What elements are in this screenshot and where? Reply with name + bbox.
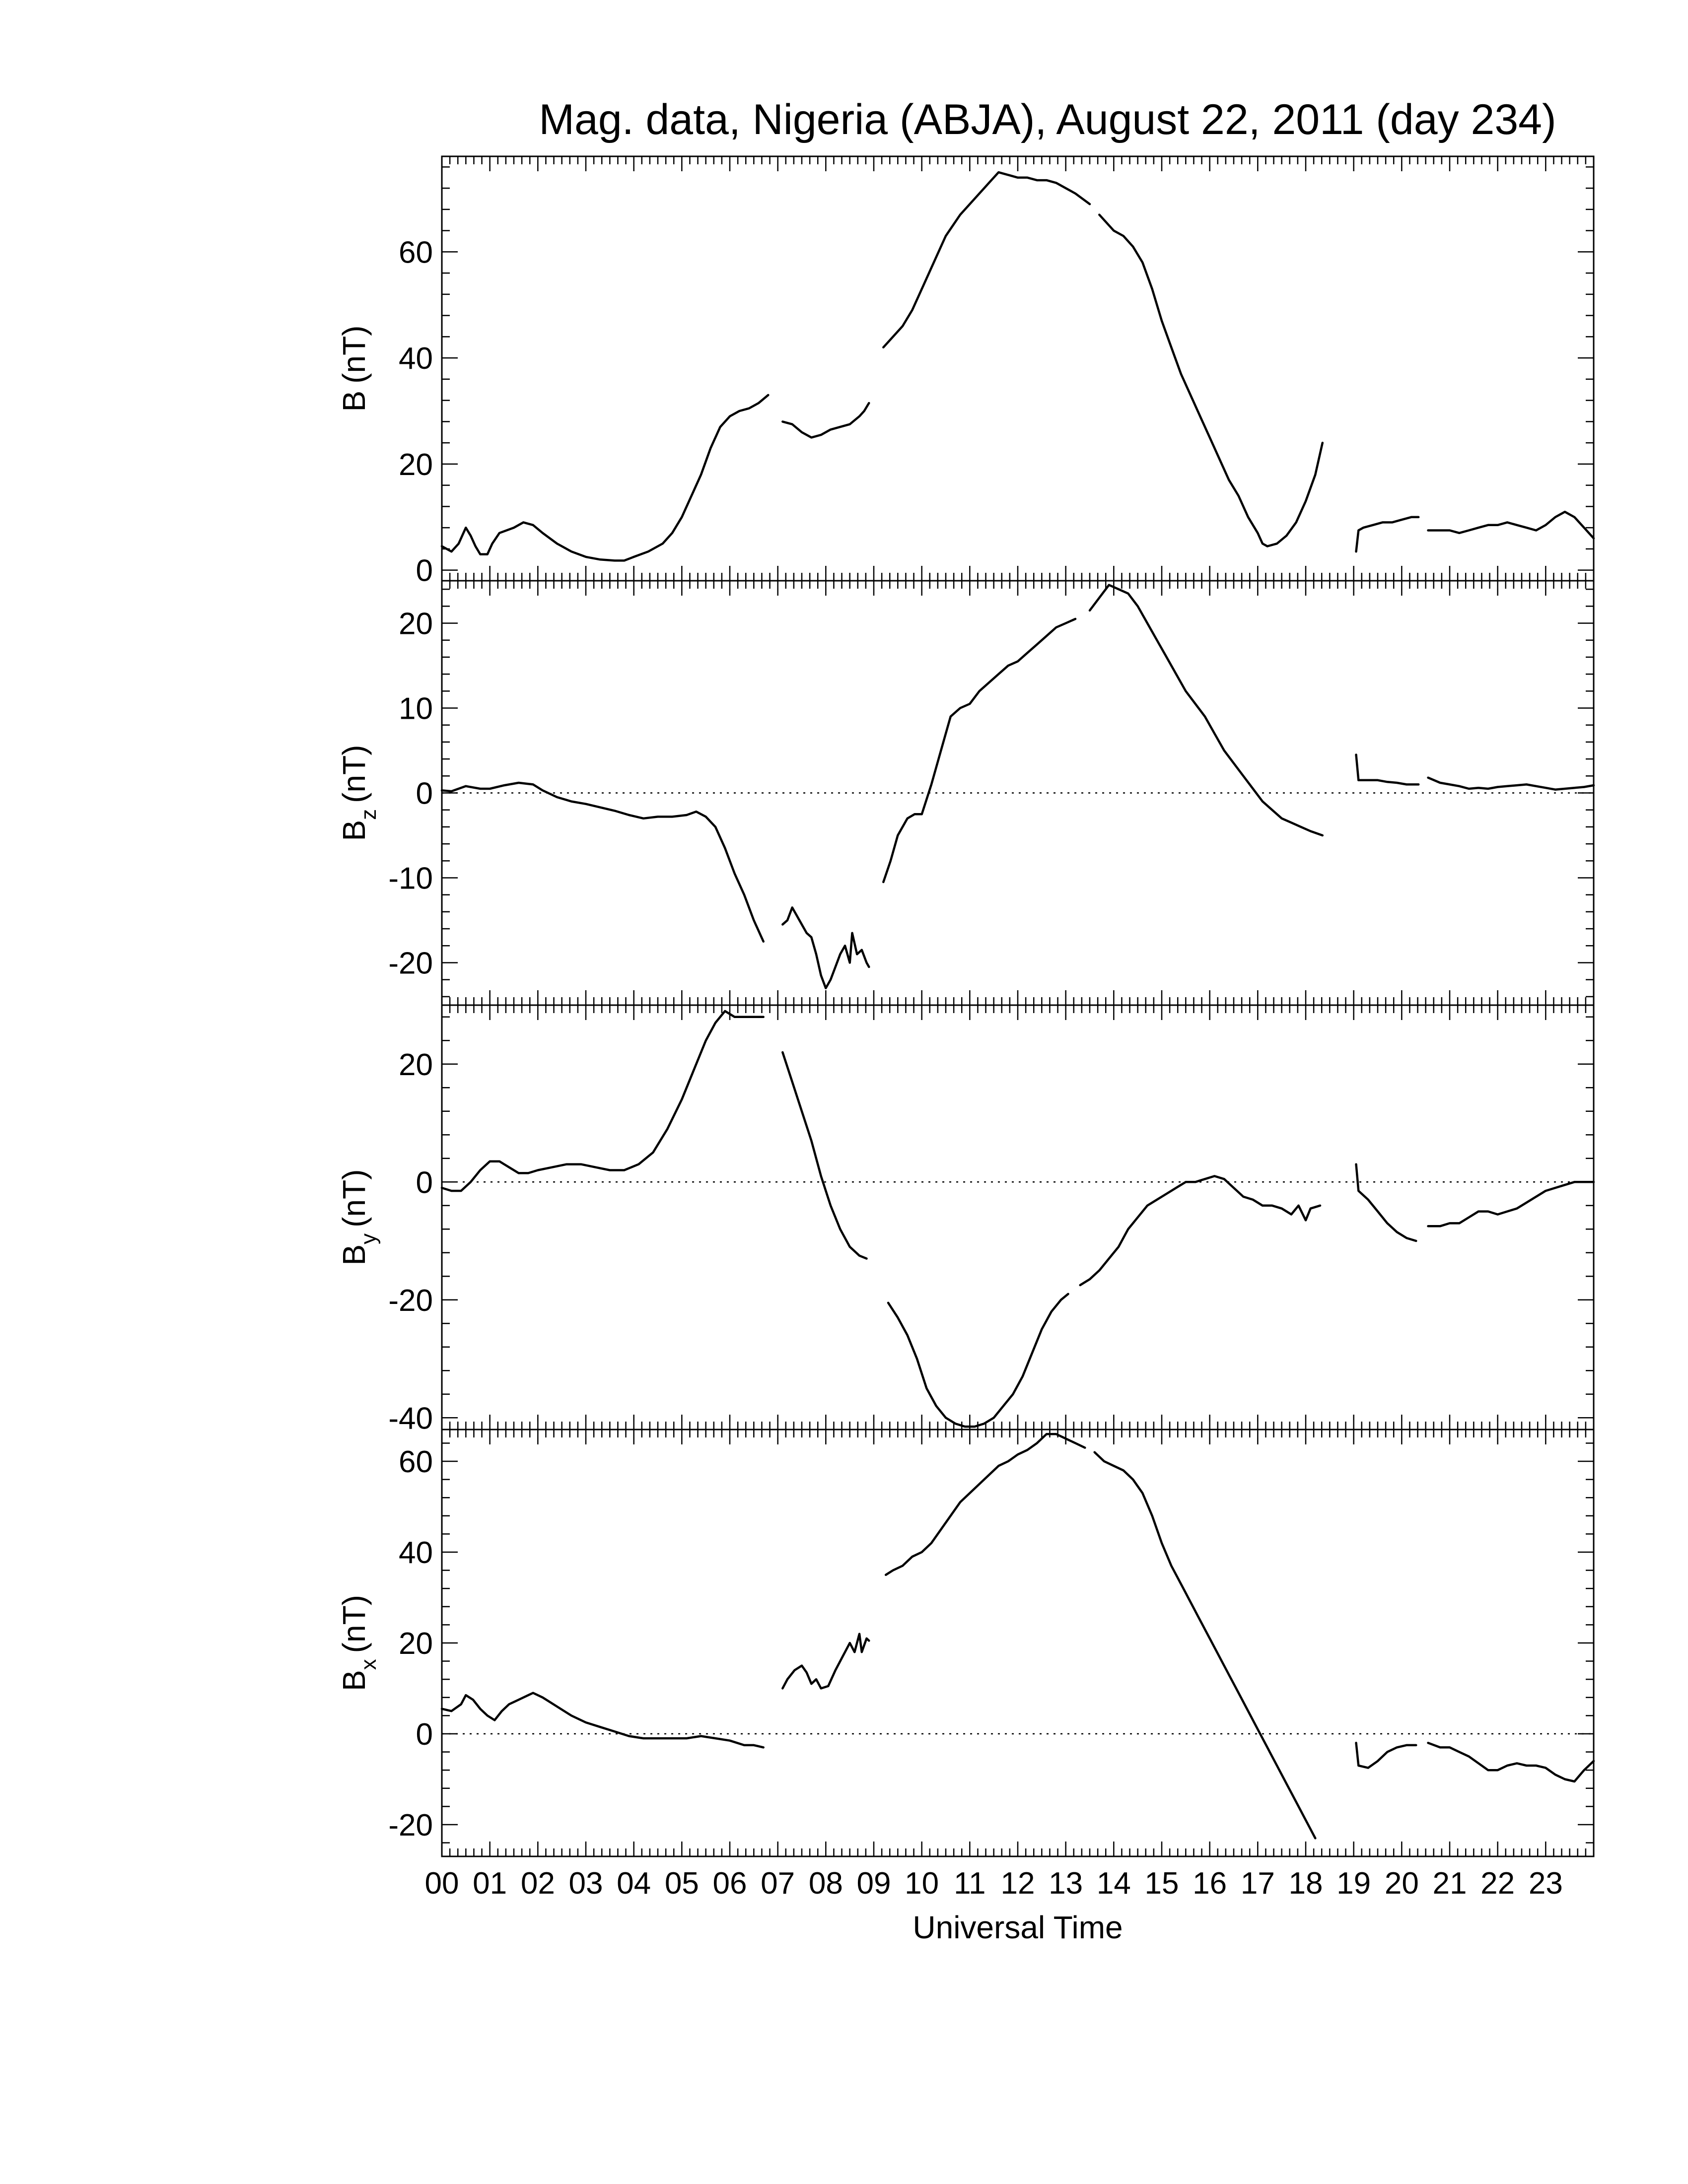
y-tick-label-B: 60 [399, 235, 433, 270]
panel-By: -40 -20 0 20 By (nT) [336, 1004, 1595, 1435]
series-segment-Bx [1093, 1451, 1317, 1840]
series-segment-B [882, 171, 1091, 349]
y-tick-label-Bz: 10 [399, 692, 433, 726]
y-tick-label-B: 40 [399, 341, 433, 376]
series-segment-Bx [1355, 1742, 1417, 1769]
series-segment-B [1427, 510, 1595, 540]
y-tick-label-Bx: 0 [416, 1717, 433, 1752]
y-tick-label-Bz: 20 [399, 607, 433, 641]
y-tick-label-Bz: 0 [416, 777, 433, 811]
y-tick-label-B: 0 [416, 554, 433, 588]
panel-B: 0 20 40 60 B (nT) [336, 155, 1595, 588]
x-tick-label: 23 [1529, 1866, 1563, 1901]
y-axis-label-main: B [336, 820, 372, 841]
x-tick-label: 12 [1001, 1866, 1035, 1901]
series-segment-B [1355, 516, 1420, 553]
y-tick-label-By: -40 [388, 1401, 433, 1435]
y-tick-label-By: 20 [399, 1048, 433, 1082]
series-segment-Bz [1088, 584, 1324, 837]
y-axis-label-Bz: Bz (nT) [336, 745, 381, 841]
y-tick-label-Bx: -20 [388, 1808, 433, 1843]
panel-frame-Bx [441, 1429, 1595, 1857]
x-tick-label: 04 [617, 1866, 651, 1901]
x-tick-label: 16 [1193, 1866, 1227, 1901]
y-axis-label-unit: (nT) [336, 1169, 372, 1228]
x-tick-label: 05 [665, 1866, 699, 1901]
x-tick-label: 17 [1241, 1866, 1275, 1901]
x-tick-label: 19 [1336, 1866, 1371, 1901]
x-tick-label: 13 [1049, 1866, 1083, 1901]
x-tick-label: 10 [905, 1866, 939, 1901]
series-segment-By [1427, 1181, 1595, 1228]
series-segment-Bx [884, 1433, 1086, 1576]
x-tick-label: 15 [1145, 1866, 1179, 1901]
panels-group: 0 20 40 60 B (nT) -20 -10 0 10 20 Bz (nT) -40 -20 0 20 By… [336, 155, 1595, 1857]
series-segment-Bz [1427, 776, 1595, 791]
y-axis-label-unit: (nT) [336, 745, 372, 803]
x-axis-label: Universal Time [913, 1910, 1123, 1945]
series-segment-By [440, 1010, 765, 1192]
series-segment-By [1355, 1163, 1417, 1242]
x-tick-label: 01 [473, 1866, 507, 1901]
series-segment-Bx [1427, 1742, 1595, 1783]
series-segment-Bx [781, 1633, 870, 1690]
x-tick-label: 18 [1289, 1866, 1323, 1901]
x-tick-label: 00 [425, 1866, 459, 1901]
y-axis-label-main: B [336, 1244, 372, 1266]
y-tick-label-Bz: -10 [388, 862, 433, 896]
x-tick-label: 20 [1385, 1866, 1419, 1901]
panel-Bz: -20 -10 0 10 20 Bz (nT) [336, 580, 1595, 1006]
series-segment-Bz [882, 617, 1077, 884]
series-segment-B [781, 402, 870, 439]
y-axis-label-Bx: Bx (nT) [336, 1595, 381, 1691]
y-axis-label-unit: (nT) [336, 1595, 372, 1653]
y-axis-label-By: By (nT) [336, 1169, 381, 1266]
x-tick-label: 11 [954, 1866, 985, 1901]
panel-frame-Bz [441, 580, 1595, 1006]
series-segment-Bz [1355, 753, 1420, 786]
x-tick-label: 14 [1097, 1866, 1131, 1901]
y-axis-label-unit: (nT) [336, 326, 372, 384]
x-tick-label: 07 [761, 1866, 795, 1901]
y-tick-label-By: -20 [388, 1284, 433, 1318]
y-tick-label-Bx: 60 [399, 1445, 433, 1479]
y-axis-label-sub: x [356, 1659, 381, 1670]
y-axis-label-B: B (nT) [336, 326, 372, 412]
y-tick-label-Bx: 20 [399, 1627, 433, 1661]
series-segment-B [1098, 213, 1324, 547]
series-segment-By [887, 1293, 1069, 1428]
panel-frame-B [441, 155, 1595, 582]
x-tick-label: 02 [521, 1866, 555, 1901]
y-tick-label-By: 0 [416, 1165, 433, 1200]
x-tick-label: 06 [713, 1866, 747, 1901]
series-segment-Bx [440, 1692, 765, 1749]
x-tick-label: 03 [569, 1866, 603, 1901]
x-tick-labels: 00 01 02 03 04 05 06 07 08 09 10 11 12 13 14 15 16 17 18 19… [425, 1866, 1563, 1901]
y-axis-label-sub: z [356, 809, 381, 820]
series-segment-B [440, 394, 770, 562]
y-axis-label-sub: y [356, 1233, 381, 1244]
panel-Bx: -20 0 20 40 60 Bx (nT) [336, 1429, 1595, 1857]
x-tick-label: 08 [809, 1866, 843, 1901]
series-segment-By [781, 1051, 868, 1260]
x-tick-label: 22 [1480, 1866, 1515, 1901]
x-tick-label: 21 [1433, 1866, 1467, 1901]
y-axis-label-main: B [336, 391, 372, 412]
y-tick-label-B: 20 [399, 448, 433, 482]
series-segment-Bz [440, 781, 765, 943]
y-tick-label-Bx: 40 [399, 1536, 433, 1570]
panel-frame-By [441, 1004, 1595, 1431]
series-segment-By [1079, 1175, 1322, 1287]
y-axis-label-main: B [336, 1670, 372, 1691]
chart-title: Mag. data, Nigeria (ABJA), August 22, 20… [539, 96, 1556, 143]
series-segment-Bz [781, 906, 870, 990]
x-tick-label: 09 [857, 1866, 891, 1901]
y-tick-label-Bz: -20 [388, 947, 433, 981]
